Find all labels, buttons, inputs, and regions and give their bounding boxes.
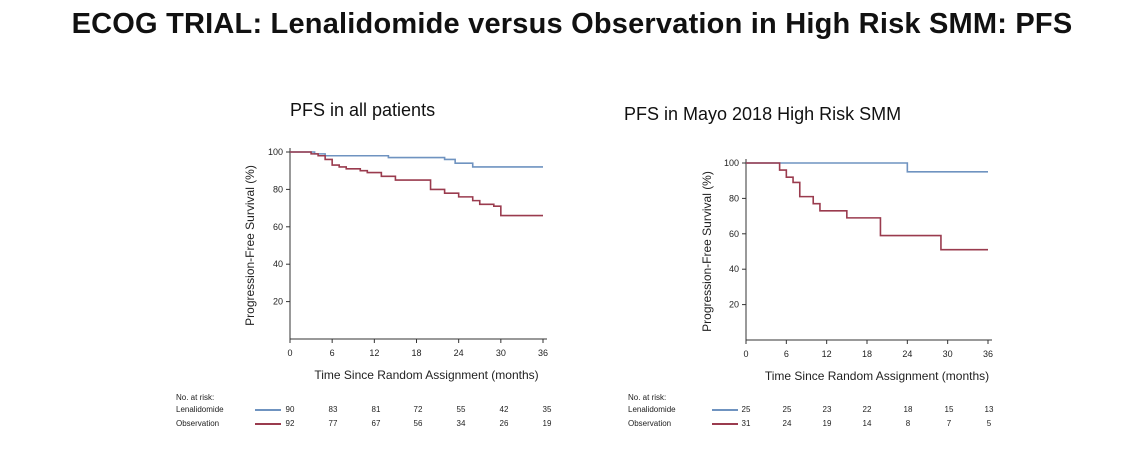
- x-tick-label: 18: [411, 348, 421, 358]
- risk-count-lenalidomide: 18: [903, 405, 913, 414]
- y-tick-label: 100: [724, 158, 739, 168]
- y-tick-label: 100: [268, 147, 283, 157]
- risk-count-lenalidomide: 35: [542, 405, 552, 414]
- x-tick-label: 30: [943, 349, 953, 359]
- x-axis-label: Time Since Random Assignment (months): [314, 368, 538, 382]
- risk-count-observation: 77: [328, 419, 338, 428]
- risk-count-lenalidomide: 83: [328, 405, 338, 414]
- y-tick-label: 40: [729, 264, 739, 274]
- y-tick-label: 40: [273, 259, 283, 269]
- risk-table-title: No. at risk:: [628, 393, 667, 402]
- legend-line-lenalidomide: [712, 409, 738, 411]
- risk-count-observation: 14: [862, 419, 872, 428]
- x-tick-label: 0: [743, 349, 748, 359]
- km-curve-observation: [290, 151, 543, 217]
- risk-count-lenalidomide: 90: [285, 405, 295, 414]
- risk-row-label-observation: Observation: [628, 419, 672, 428]
- risk-count-lenalidomide: 25: [782, 405, 792, 414]
- x-tick-label: 6: [330, 348, 335, 358]
- chart-title: PFS in Mayo 2018 High Risk SMM: [624, 104, 902, 124]
- legend-line-lenalidomide: [255, 409, 281, 411]
- risk-count-observation: 26: [499, 419, 509, 428]
- risk-count-lenalidomide: 72: [413, 405, 423, 414]
- risk-count-observation: 8: [905, 419, 911, 428]
- y-tick-label: 60: [729, 229, 739, 239]
- y-tick-label: 80: [273, 184, 283, 194]
- risk-count-observation: 56: [413, 419, 423, 428]
- x-tick-label: 24: [454, 348, 464, 358]
- risk-count-observation: 5: [986, 419, 992, 428]
- risk-count-lenalidomide: 81: [371, 405, 381, 414]
- km-curve-lenalidomide: [746, 162, 988, 173]
- x-tick-label: 30: [496, 348, 506, 358]
- y-axis-label: Progression-Free Survival (%): [243, 165, 257, 326]
- risk-count-lenalidomide: 55: [456, 405, 466, 414]
- risk-row-label-observation: Observation: [176, 419, 220, 428]
- risk-count-lenalidomide: 42: [499, 405, 509, 414]
- km-curve-observation: [746, 162, 988, 251]
- x-tick-label: 0: [287, 348, 292, 358]
- risk-count-observation: 92: [285, 419, 295, 428]
- x-tick-label: 12: [822, 349, 832, 359]
- risk-row-label-lenalidomide: Lenalidomide: [176, 405, 224, 414]
- risk-count-observation: 31: [741, 419, 751, 428]
- x-axis-label: Time Since Random Assignment (months): [765, 369, 989, 383]
- chart-title: PFS in all patients: [290, 100, 436, 120]
- risk-count-observation: 7: [946, 419, 952, 428]
- x-tick-label: 12: [369, 348, 379, 358]
- x-tick-label: 24: [902, 349, 912, 359]
- y-tick-label: 20: [273, 297, 283, 307]
- legend-line-observation: [712, 423, 738, 425]
- risk-count-observation: 67: [371, 419, 381, 428]
- risk-row-label-lenalidomide: Lenalidomide: [628, 405, 676, 414]
- risk-count-lenalidomide: 25: [741, 405, 751, 414]
- y-tick-label: 80: [729, 193, 739, 203]
- risk-count-lenalidomide: 13: [984, 405, 994, 414]
- slide-title: ECOG TRIAL: Lenalidomide versus Observat…: [71, 8, 1073, 40]
- risk-count-observation: 34: [456, 419, 466, 428]
- y-tick-label: 60: [273, 222, 283, 232]
- risk-count-lenalidomide: 23: [822, 405, 832, 414]
- x-tick-label: 36: [983, 349, 993, 359]
- km-curve-lenalidomide: [290, 151, 543, 168]
- y-tick-label: 20: [729, 300, 739, 310]
- x-tick-label: 18: [862, 349, 872, 359]
- risk-count-observation: 19: [542, 419, 552, 428]
- risk-count-lenalidomide: 22: [862, 405, 872, 414]
- risk-table-title: No. at risk:: [176, 393, 215, 402]
- x-tick-label: 36: [538, 348, 548, 358]
- risk-count-lenalidomide: 15: [944, 405, 954, 414]
- risk-count-observation: 24: [782, 419, 792, 428]
- y-axis-label: Progression-Free Survival (%): [700, 171, 714, 332]
- risk-count-observation: 19: [822, 419, 832, 428]
- legend-line-observation: [255, 423, 281, 425]
- x-tick-label: 6: [784, 349, 789, 359]
